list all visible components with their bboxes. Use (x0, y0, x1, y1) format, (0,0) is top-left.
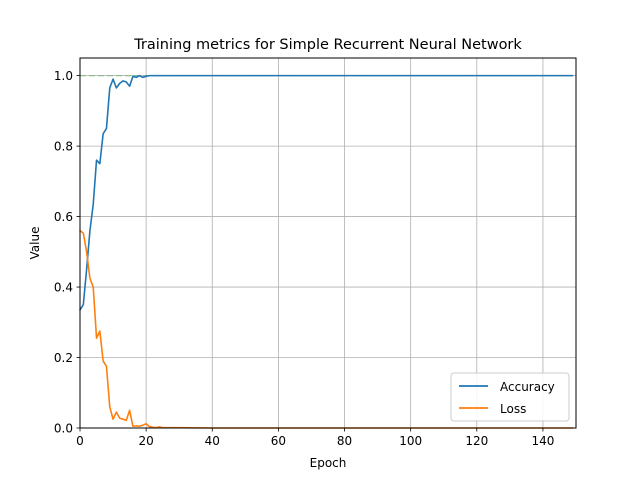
y-tick-label: 0.8 (54, 140, 73, 154)
y-axis-label: Value (28, 227, 42, 260)
x-tick-label: 140 (531, 434, 554, 448)
legend-box (450, 372, 570, 422)
y-tick-label: 0.0 (54, 422, 73, 436)
x-tick-label: 100 (399, 434, 422, 448)
ticks-layer: 0 20 40 60 80 100 120 140 0.0 0.2 0.4 0.6 0.8 1.0 (54, 69, 554, 448)
x-axis-label: Epoch (310, 456, 347, 470)
x-tick-label: 60 (271, 434, 286, 448)
y-tick-label: 0.2 (54, 351, 73, 365)
chart-title: Training metrics for Simple Recurrent Ne… (133, 37, 522, 53)
x-tick-label: 20 (138, 434, 153, 448)
x-tick-label: 0 (76, 434, 84, 448)
legend: Accuracy Loss (450, 372, 570, 422)
series-line-accuracy (79, 74, 574, 311)
x-tick-label: 80 (337, 434, 352, 448)
y-tick-label: 0.4 (54, 281, 73, 295)
y-tick-label: 0.6 (54, 210, 73, 224)
legend-label-loss: Loss (500, 402, 526, 416)
legend-label-accuracy: Accuracy (500, 380, 555, 394)
x-tick-label: 40 (205, 434, 220, 448)
x-tick-label: 120 (465, 434, 488, 448)
y-tick-label: 1.0 (54, 69, 73, 83)
plot-area-frame (79, 57, 577, 429)
